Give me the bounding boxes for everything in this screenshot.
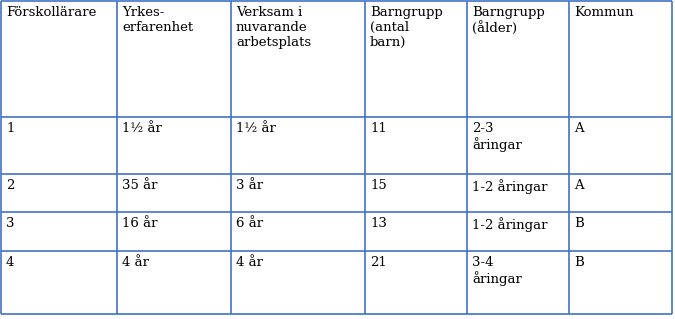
Text: Barngrupp
(ålder): Barngrupp (ålder) [472,6,545,35]
Text: 4 år: 4 år [122,256,149,269]
Text: Verksam i
nuvarande
arbetsplats: Verksam i nuvarande arbetsplats [236,6,311,49]
Text: 6 år: 6 år [236,217,263,230]
Text: 3: 3 [6,217,14,230]
Text: 2-3
åringar: 2-3 åringar [472,122,522,152]
Text: A: A [574,122,584,135]
Text: Barngrupp
(antal
barn): Barngrupp (antal barn) [370,6,443,49]
Text: B: B [574,256,584,269]
Text: 3 år: 3 år [236,179,263,192]
Text: 1-2 åringar: 1-2 åringar [472,217,547,232]
Text: Yrkes-
erfarenhet: Yrkes- erfarenhet [122,6,193,34]
Text: 2: 2 [6,179,14,192]
Text: 16 år: 16 år [122,217,157,230]
Text: B: B [574,217,584,230]
Text: 4 år: 4 år [236,256,263,269]
Text: 1½ år: 1½ år [122,122,162,135]
Text: Förskollärare: Förskollärare [6,6,97,19]
Text: 3-4
åringar: 3-4 åringar [472,256,522,286]
Text: 1: 1 [6,122,14,135]
Text: 21: 21 [370,256,387,269]
Text: 13: 13 [370,217,387,230]
Text: 4: 4 [6,256,14,269]
Text: A: A [574,179,584,192]
Text: 1½ år: 1½ år [236,122,276,135]
Text: 11: 11 [370,122,387,135]
Text: 15: 15 [370,179,387,192]
Text: 1-2 åringar: 1-2 åringar [472,179,547,194]
Text: Kommun: Kommun [574,6,634,19]
Text: 35 år: 35 år [122,179,157,192]
